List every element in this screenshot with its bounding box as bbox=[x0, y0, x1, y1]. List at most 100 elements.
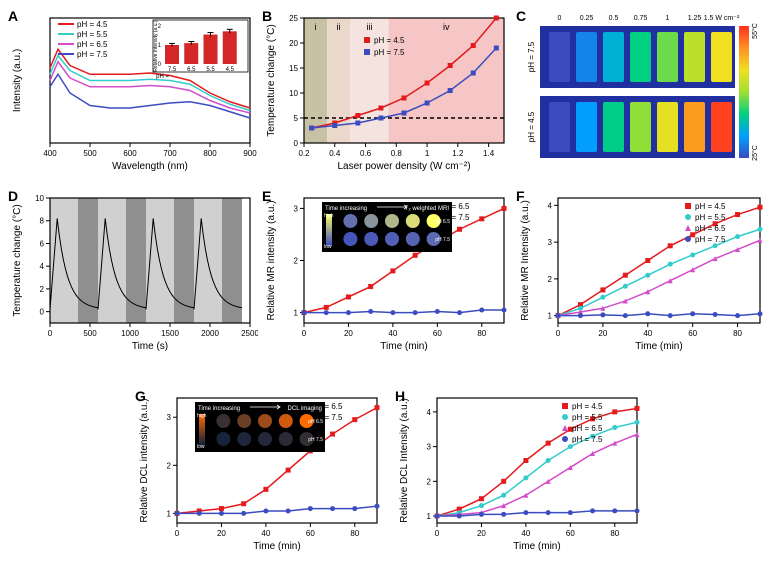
svg-text:10: 10 bbox=[289, 89, 298, 98]
svg-text:20: 20 bbox=[289, 39, 298, 48]
svg-text:pH = 4.5: pH = 4.5 bbox=[527, 111, 536, 142]
svg-text:high: high bbox=[324, 213, 334, 219]
svg-text:0.2: 0.2 bbox=[298, 149, 310, 158]
svg-text:Wavelength (nm): Wavelength (nm) bbox=[112, 161, 188, 172]
svg-text:900: 900 bbox=[243, 149, 257, 158]
svg-text:8: 8 bbox=[40, 217, 45, 226]
svg-text:4: 4 bbox=[40, 262, 45, 271]
svg-text:0.8: 0.8 bbox=[391, 149, 403, 158]
svg-text:60: 60 bbox=[566, 529, 575, 538]
svg-text:40: 40 bbox=[261, 529, 270, 538]
panel-c: C 00.250.50.7511.251.5 W cm⁻²pH = 7.5pH … bbox=[516, 8, 768, 173]
svg-text:Relative Intensity (a.u.): Relative Intensity (a.u.) bbox=[153, 20, 159, 71]
svg-text:80: 80 bbox=[477, 329, 486, 338]
svg-text:pH = 6.5: pH = 6.5 bbox=[572, 424, 603, 433]
svg-text:pH = 4.5: pH = 4.5 bbox=[572, 402, 603, 411]
svg-text:40: 40 bbox=[643, 329, 652, 338]
svg-text:0: 0 bbox=[175, 529, 180, 538]
panel-a-chart: 400500600700800900Wavelength (nm)Intensi… bbox=[8, 8, 258, 173]
svg-text:pH =: pH = bbox=[156, 74, 169, 80]
panel-f-label: F bbox=[516, 188, 525, 204]
svg-text:3: 3 bbox=[548, 238, 553, 247]
svg-text:60: 60 bbox=[306, 529, 315, 538]
svg-text:1000: 1000 bbox=[121, 329, 139, 338]
panel-d-chart: 050010001500200025000246810Time (s)Tempe… bbox=[8, 188, 258, 353]
svg-text:0: 0 bbox=[302, 329, 307, 338]
svg-text:1: 1 bbox=[427, 512, 432, 521]
svg-text:Time (s): Time (s) bbox=[132, 341, 168, 352]
svg-text:1.25: 1.25 bbox=[688, 15, 702, 22]
svg-text:6.5: 6.5 bbox=[187, 67, 196, 73]
svg-text:500: 500 bbox=[83, 149, 97, 158]
panel-b-label: B bbox=[262, 8, 272, 24]
panel-f: F 0204060801234Time (min)Relative MR Int… bbox=[516, 188, 768, 353]
svg-text:high: high bbox=[197, 413, 207, 419]
svg-text:Time increasing: Time increasing bbox=[198, 406, 240, 412]
svg-text:ii: ii bbox=[337, 22, 341, 32]
panel-h-label: H bbox=[395, 388, 405, 404]
svg-text:DCL imaging: DCL imaging bbox=[288, 406, 322, 412]
panel-a-label: A bbox=[8, 8, 18, 24]
panel-g-label: G bbox=[135, 388, 146, 404]
svg-text:5.5: 5.5 bbox=[206, 67, 215, 73]
svg-text:iii: iii bbox=[366, 22, 372, 32]
svg-text:2: 2 bbox=[548, 275, 553, 284]
svg-text:55°C: 55°C bbox=[751, 23, 759, 39]
svg-text:800: 800 bbox=[203, 149, 217, 158]
svg-text:3: 3 bbox=[294, 204, 299, 213]
svg-text:6: 6 bbox=[40, 239, 45, 248]
svg-text:0.4: 0.4 bbox=[329, 149, 341, 158]
panel-h: H 0204060801234Time (min)Relative DCL In… bbox=[395, 388, 645, 553]
svg-text:2: 2 bbox=[294, 257, 299, 266]
svg-text:1: 1 bbox=[666, 15, 670, 22]
svg-text:low: low bbox=[324, 244, 332, 250]
svg-text:Intensity (a.u.): Intensity (a.u.) bbox=[12, 49, 23, 112]
svg-text:1: 1 bbox=[294, 309, 299, 318]
svg-text:Relative DCL intensity (a.u.): Relative DCL intensity (a.u.) bbox=[139, 398, 150, 522]
svg-text:T₂ weighted MRI: T₂ weighted MRI bbox=[405, 206, 450, 212]
svg-text:40: 40 bbox=[521, 529, 530, 538]
svg-text:40: 40 bbox=[388, 329, 397, 338]
svg-text:1: 1 bbox=[425, 149, 430, 158]
svg-text:60: 60 bbox=[433, 329, 442, 338]
svg-text:pH 6.5: pH 6.5 bbox=[308, 419, 323, 425]
svg-text:Time increasing: Time increasing bbox=[325, 206, 367, 212]
panel-b-chart: iiiiiiiv0.20.40.60.811.21.40510152025Las… bbox=[262, 8, 512, 173]
svg-text:4.5: 4.5 bbox=[226, 67, 235, 73]
svg-text:pH = 5.5: pH = 5.5 bbox=[77, 30, 108, 39]
svg-text:Temperature change (°C): Temperature change (°C) bbox=[266, 24, 277, 136]
svg-text:pH = 7.5: pH = 7.5 bbox=[527, 41, 536, 72]
svg-text:1.4: 1.4 bbox=[483, 149, 495, 158]
svg-text:0.75: 0.75 bbox=[634, 15, 648, 22]
svg-text:low: low bbox=[197, 444, 205, 450]
svg-text:2: 2 bbox=[167, 461, 172, 470]
svg-text:0.25: 0.25 bbox=[580, 15, 594, 22]
panel-e-chart: 020406080123Time (min)Relative MR intens… bbox=[262, 188, 512, 353]
svg-text:0.6: 0.6 bbox=[360, 149, 372, 158]
svg-text:pH = 4.5: pH = 4.5 bbox=[77, 20, 108, 29]
svg-text:Temperature change (°C): Temperature change (°C) bbox=[12, 204, 23, 316]
svg-text:7.5: 7.5 bbox=[168, 67, 177, 73]
svg-text:2000: 2000 bbox=[201, 329, 219, 338]
svg-text:pH = 6.5: pH = 6.5 bbox=[695, 224, 726, 233]
svg-text:60: 60 bbox=[688, 329, 697, 338]
svg-text:3: 3 bbox=[427, 443, 432, 452]
svg-text:Time (min): Time (min) bbox=[253, 541, 300, 552]
svg-text:i: i bbox=[315, 22, 317, 32]
panel-a: A 400500600700800900Wavelength (nm)Inten… bbox=[8, 8, 258, 173]
svg-text:pH = 7.5: pH = 7.5 bbox=[572, 435, 603, 444]
svg-text:20: 20 bbox=[477, 529, 486, 538]
svg-text:pH = 5.5: pH = 5.5 bbox=[695, 213, 726, 222]
svg-text:1: 1 bbox=[548, 312, 553, 321]
svg-text:80: 80 bbox=[350, 529, 359, 538]
svg-text:pH 7.5: pH 7.5 bbox=[308, 437, 323, 443]
panel-e: E 020406080123Time (min)Relative MR inte… bbox=[262, 188, 512, 353]
svg-text:0: 0 bbox=[435, 529, 440, 538]
svg-text:1: 1 bbox=[167, 509, 172, 518]
svg-text:Time (min): Time (min) bbox=[635, 341, 682, 352]
svg-text:Relative DCL Intensity (a.u.): Relative DCL Intensity (a.u.) bbox=[399, 398, 410, 523]
svg-text:3: 3 bbox=[167, 413, 172, 422]
svg-text:pH = 7.5: pH = 7.5 bbox=[77, 50, 108, 59]
svg-text:0: 0 bbox=[556, 329, 561, 338]
svg-text:0: 0 bbox=[294, 139, 299, 148]
